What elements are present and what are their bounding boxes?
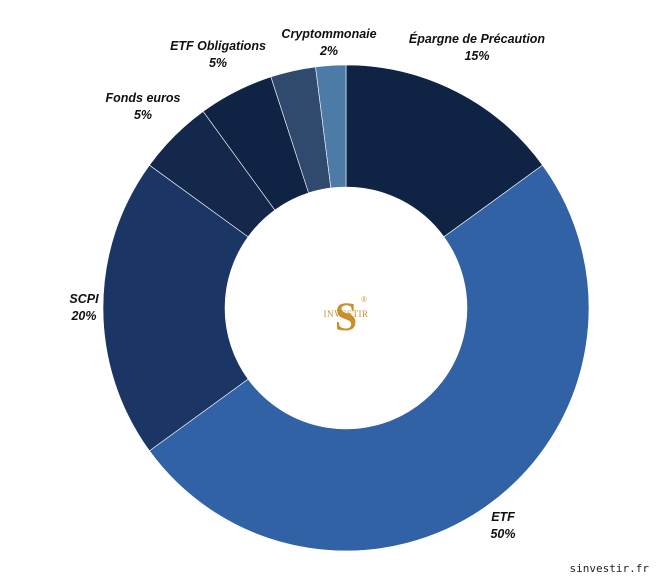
center-logo: S ® INVESTIR (324, 294, 369, 339)
labels-group: Épargne de Précaution 15% ETF 50% SCPI 20% Fon… (69, 27, 545, 541)
slice-percent-5: 2% (319, 44, 338, 58)
slice-percent-0: 15% (464, 49, 489, 63)
slices-group (102, 64, 590, 552)
logo-registered-mark: ® (361, 295, 367, 304)
slice-percent-2: 20% (70, 309, 96, 323)
slice-percent-3: 5% (134, 108, 152, 122)
slice-label-0: Épargne de Précaution (409, 31, 546, 46)
slice-percent-4: 5% (209, 56, 227, 70)
donut-hole (225, 187, 467, 429)
slice-label-1: ETF (491, 510, 515, 524)
slice-label-5: Cryptommonaie (281, 27, 376, 41)
slice-label-2: SCPI (69, 292, 99, 306)
slice-percent-1: 50% (490, 527, 515, 541)
logo-letter: S (335, 294, 357, 339)
slice-label-3: Fonds euros (105, 91, 180, 105)
slice-label-4: ETF Obligations (170, 39, 266, 53)
source-credit[interactable]: sinvestir.fr (569, 562, 649, 575)
logo-text: INVESTIR (324, 309, 369, 319)
